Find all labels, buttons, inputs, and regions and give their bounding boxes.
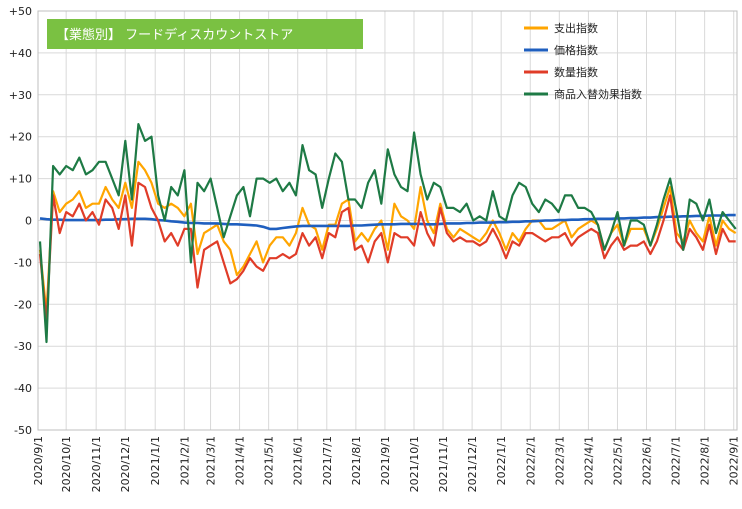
x-tick-label: 2022/3/1 — [553, 436, 566, 485]
x-tick-label: 2021/1/1 — [149, 436, 162, 485]
x-tick-label: 2020/10/1 — [60, 436, 73, 492]
series-line-4 — [38, 122, 737, 344]
y-tick-label: +30 — [9, 89, 32, 102]
legend-label: 商品入替効果指数 — [554, 87, 642, 101]
x-tick-label: 2021/3/1 — [205, 436, 218, 485]
x-tick-label: 2021/4/1 — [234, 436, 247, 485]
x-tick-label: 2020/12/1 — [119, 436, 132, 492]
x-tick-label: 2021/7/1 — [321, 436, 334, 485]
x-tick-label: 2021/11/1 — [437, 436, 450, 492]
y-tick-label: -30 — [14, 340, 32, 353]
x-tick-label: 2021/8/1 — [350, 436, 363, 485]
y-tick-label: +50 — [9, 5, 32, 18]
series-line-1 — [38, 160, 737, 314]
x-tick-label: 2022/5/1 — [611, 436, 624, 485]
x-tick-label: 2021/12/1 — [466, 436, 479, 492]
title-background — [47, 19, 363, 49]
x-tick-label: 2021/10/1 — [408, 436, 421, 492]
x-tick-label: 2021/5/1 — [263, 436, 276, 485]
x-tick-label: 2022/2/1 — [524, 436, 537, 485]
x-tick-label: 2022/6/1 — [640, 436, 653, 485]
y-tick-label: +10 — [9, 173, 32, 186]
series-lines — [38, 122, 737, 344]
series-line-3 — [38, 181, 736, 323]
x-tick-label: 2021/2/1 — [178, 436, 191, 485]
x-tick-label: 2022/8/1 — [699, 436, 712, 485]
y-tick-label: -40 — [14, 382, 32, 395]
chart-title-box: 【業態別】 フードディスカウントストア — [47, 19, 363, 49]
legend-label: 支出指数 — [554, 21, 598, 35]
plot-border — [37, 10, 738, 431]
chart-title: 【業態別】 フードディスカウントストア — [56, 27, 293, 43]
x-tick-label: 2020/11/1 — [90, 436, 103, 492]
x-tick-label: 2020/9/1 — [32, 436, 45, 485]
y-tick-label: +20 — [9, 131, 32, 144]
legend-label: 数量指数 — [554, 65, 598, 79]
legend-label: 価格指数 — [554, 43, 598, 57]
x-tick-label: 2022/9/1 — [728, 436, 741, 485]
x-tick-label: 2022/1/1 — [495, 436, 508, 485]
x-tick-label: 2022/7/1 — [670, 436, 683, 485]
x-tick-label: 2021/6/1 — [292, 436, 305, 485]
y-tick-label: 0 — [25, 215, 32, 228]
y-tick-label: -20 — [14, 298, 32, 311]
y-tick-label: +40 — [9, 47, 32, 60]
y-tick-label: -10 — [14, 256, 32, 269]
x-tick-label: 2022/4/1 — [582, 436, 595, 485]
y-tick-label: -50 — [14, 424, 32, 437]
x-tick-label: 2021/9/1 — [379, 436, 392, 485]
